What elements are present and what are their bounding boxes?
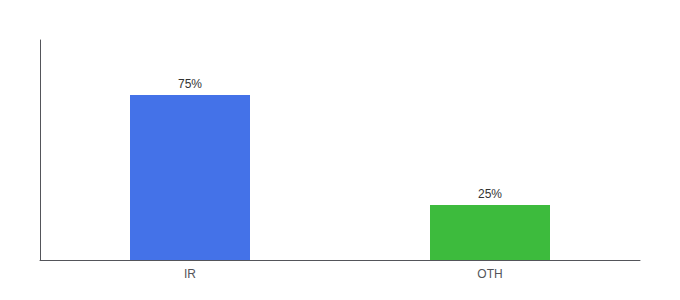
svg-text:IR: IR: [184, 267, 196, 281]
svg-text:75%: 75%: [178, 77, 202, 91]
svg-text:OTH: OTH: [477, 267, 502, 281]
svg-text:25%: 25%: [478, 187, 502, 201]
